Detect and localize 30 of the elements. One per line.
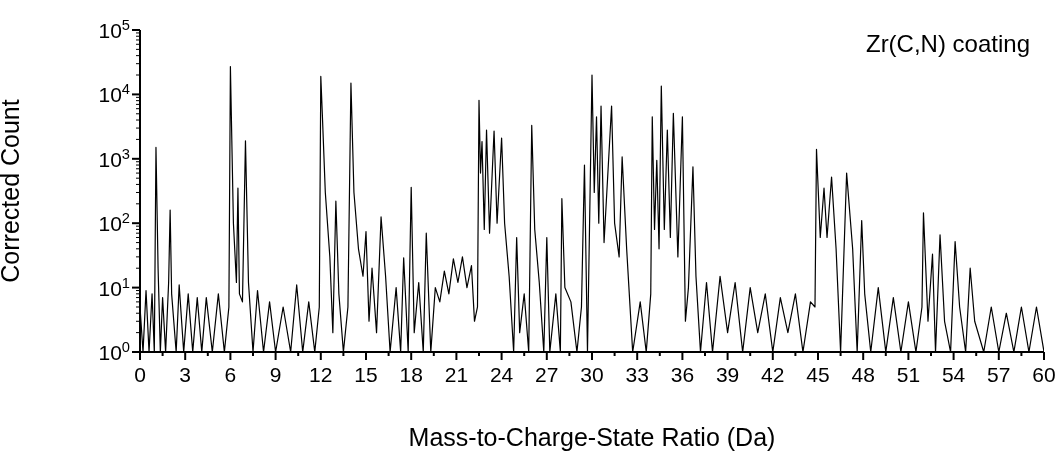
x-tick-label: 24: [489, 363, 514, 386]
x-tick-label: 30: [580, 363, 604, 386]
x-tick-label: 57: [987, 363, 1011, 386]
x-tick-label: 12: [309, 363, 333, 386]
x-axis-title: Mass-to-Charge-State Ratio (Da): [408, 423, 776, 451]
x-tick-label: 60: [1032, 363, 1056, 386]
x-tick-label: 15: [354, 363, 378, 386]
x-tick-label: 51: [896, 363, 921, 386]
x-tick-label: 45: [806, 363, 830, 386]
y-tick-label: 10$^{3}$: [98, 145, 130, 171]
x-tick-label: 9: [269, 363, 282, 386]
x-tick-label: 36: [670, 363, 695, 386]
y-tick-label: 10$^{4}$: [98, 81, 130, 107]
y-tick-label: 10$^{1}$: [98, 274, 130, 300]
x-tick-label: 27: [535, 363, 559, 386]
x-tick-label: 42: [761, 363, 785, 386]
x-tick-label: 21: [444, 363, 469, 386]
x-tick-label: 54: [941, 363, 966, 386]
x-tick-label: 33: [625, 363, 649, 386]
y-tick-label: 10$^{0}$: [98, 339, 130, 364]
x-tick-label: 6: [224, 363, 237, 386]
x-tick-label: 0: [134, 363, 146, 386]
y-tick-label: 10$^{2}$: [98, 210, 130, 236]
x-tick-label: 39: [715, 363, 740, 386]
x-tick-label: 3: [179, 363, 192, 386]
annotation: Zr(C,N) coating: [865, 30, 1030, 57]
y-axis-title: Corrected Count: [0, 99, 24, 283]
y-tick-label: 10$^{5}$: [98, 17, 130, 42]
x-tick-label: 48: [851, 363, 875, 386]
x-tick-label: 18: [399, 363, 423, 386]
